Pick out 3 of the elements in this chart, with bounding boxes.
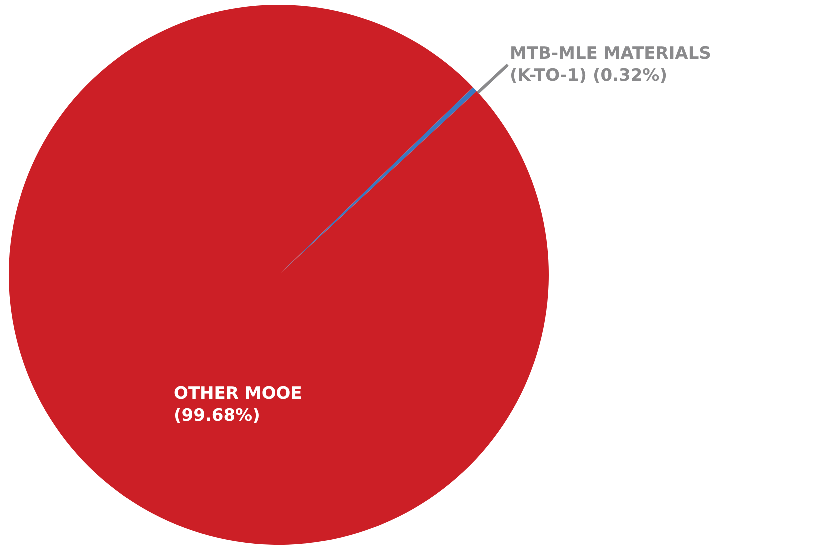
slice-label: OTHER MOOE	[174, 384, 302, 404]
data-label: (99.68%)	[174, 406, 260, 426]
slice-label: MTB-MLE MATERIALS (K-TO-1) (0.32%)	[510, 44, 712, 86]
